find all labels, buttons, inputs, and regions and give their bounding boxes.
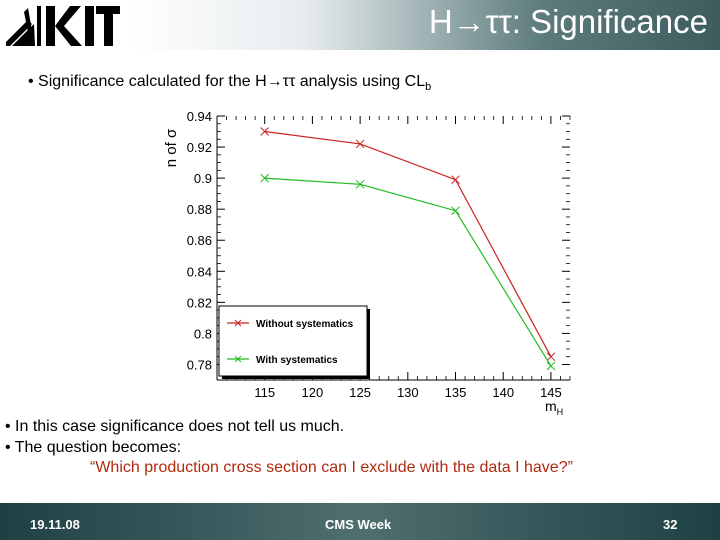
y-tick-label: 0.88 xyxy=(187,202,212,217)
bullet-list: • In this case significance does not tel… xyxy=(5,416,344,458)
data-point xyxy=(451,206,460,216)
footer-event: CMS Week xyxy=(325,517,392,532)
slide-footer: 19.11.08 CMS Week 32 xyxy=(0,503,720,540)
y-tick-label: 0.9 xyxy=(194,171,212,186)
data-point xyxy=(546,352,556,362)
top-bullet-text: • Significance calculated for the H→ττ a… xyxy=(28,73,426,90)
x-tick-label: 125 xyxy=(349,385,371,400)
data-point xyxy=(451,175,460,185)
y-axis-label: n of σ xyxy=(163,128,180,167)
y-tick-label: 0.8 xyxy=(194,326,212,341)
top-bullet-subscript: b xyxy=(425,81,432,94)
quote-text: “Which production cross section can I ex… xyxy=(90,459,573,476)
slide-header: H→ττ: Significance xyxy=(0,0,720,52)
data-point xyxy=(355,179,365,189)
data-point xyxy=(260,173,270,183)
series-line-1 xyxy=(264,177,552,367)
x-tick-label: 115 xyxy=(254,385,275,400)
x-axis-label: mH xyxy=(545,398,563,417)
top-bullet: • Significance calculated for the H→ττ a… xyxy=(28,73,431,93)
y-tick-label: 0.82 xyxy=(187,295,212,310)
x-tick-label: 145 xyxy=(540,385,562,400)
series-line-0 xyxy=(264,130,552,357)
x-tick-label: 140 xyxy=(492,385,514,400)
legend-label: With systematics xyxy=(256,355,338,366)
footer-page-number: 32 xyxy=(663,517,678,532)
page-title: H→ττ: Significance xyxy=(428,3,708,40)
title-banner xyxy=(128,0,720,50)
significance-chart: 0.94 0.92 0.9 0.88 0.86 0.84 0.82 0.8 0.78 115 12… xyxy=(163,109,571,417)
y-tick-label: 0.94 xyxy=(187,109,212,124)
y-tick-label: 0.92 xyxy=(187,140,212,155)
x-tick-label: 135 xyxy=(445,385,467,400)
kit-logo xyxy=(6,6,120,46)
data-point xyxy=(260,127,270,136)
bullet-1: • In this case significance does not tel… xyxy=(5,418,345,435)
data-point xyxy=(355,139,365,149)
data-point xyxy=(546,361,556,371)
x-tick-label: 130 xyxy=(397,385,419,400)
y-tick-label: 0.86 xyxy=(187,233,212,248)
y-tick-label: 0.84 xyxy=(187,264,212,279)
legend-marker xyxy=(234,319,242,327)
x-tick-label: 120 xyxy=(302,385,324,400)
footer-date: 19.11.08 xyxy=(30,517,80,532)
y-tick-label: 0.78 xyxy=(187,357,212,372)
legend-box xyxy=(218,305,368,377)
bullet-2: • The question becomes: xyxy=(5,439,182,456)
legend-marker xyxy=(234,355,242,363)
legend-label: Without systematics xyxy=(256,319,354,330)
